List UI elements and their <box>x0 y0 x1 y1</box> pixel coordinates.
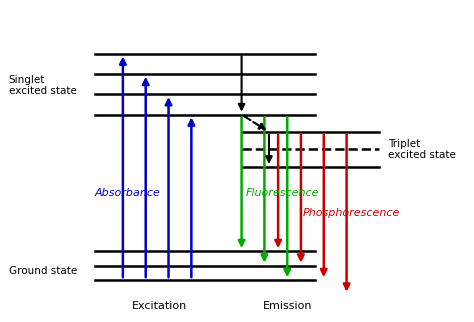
Text: Phosphorescence: Phosphorescence <box>302 208 400 218</box>
Text: Singlet
excited state: Singlet excited state <box>9 75 77 96</box>
Text: Ground state: Ground state <box>9 266 77 276</box>
Text: Absorbance: Absorbance <box>94 188 160 198</box>
Text: Fluorescence: Fluorescence <box>246 188 319 198</box>
Text: Emission: Emission <box>263 301 312 311</box>
Text: Triplet
excited state: Triplet excited state <box>388 138 456 160</box>
Text: Excitation: Excitation <box>132 301 187 311</box>
